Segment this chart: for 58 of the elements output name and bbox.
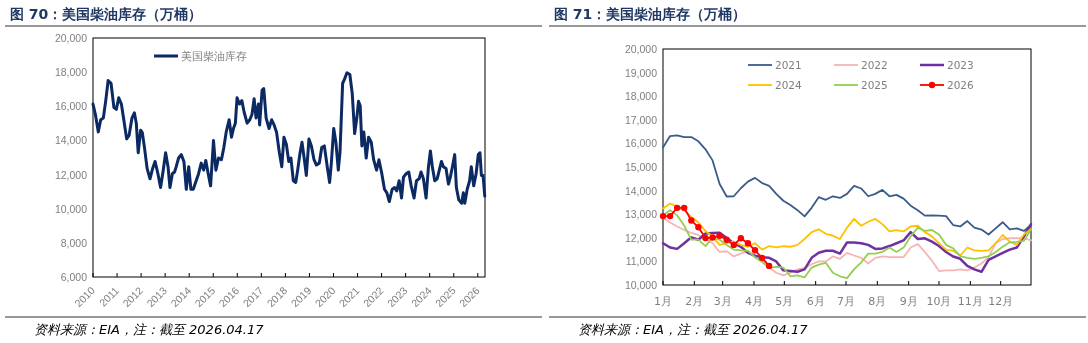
y-tick-label: 13,000: [624, 208, 658, 221]
point: [681, 204, 688, 212]
legend-label: 2021: [775, 59, 802, 71]
legend-label: 2022: [861, 59, 888, 71]
legend-label: 美国柴油库存: [181, 50, 247, 62]
y-tick-label: 16,000: [54, 100, 88, 113]
x-tick-label: 5月: [775, 295, 794, 308]
x-tick-label: 4月: [744, 295, 763, 308]
point: [673, 204, 681, 212]
y-tick-label: 16,000: [624, 137, 658, 150]
point: [758, 254, 766, 262]
x-tick-label: 2月: [685, 295, 704, 308]
y-tick-label: 18,000: [54, 66, 88, 79]
y-tick-label: 20,000: [54, 32, 88, 44]
x-tick-label: 1月: [654, 295, 672, 308]
legend-label: 2026: [947, 79, 975, 91]
x-tick-label: 8月: [868, 295, 887, 308]
point: [688, 217, 695, 224]
y-tick-label: 20,000: [624, 43, 658, 55]
point: [709, 234, 716, 241]
y-tick-label: 19,000: [624, 66, 658, 79]
chart-title: 图 71：美国柴油库存（万桶）: [554, 6, 747, 22]
point: [659, 212, 667, 220]
y-tick-label: 8,000: [60, 236, 88, 249]
x-tick-label: 6月: [806, 295, 825, 308]
point: [737, 235, 745, 242]
chart-title: 图 70：美国柴油库存（万桶）: [10, 6, 203, 22]
point: [716, 232, 723, 239]
x-tick-label: 9月: [899, 295, 918, 308]
legend-label: 2024: [775, 79, 803, 91]
y-tick-label: 11,000: [625, 255, 658, 268]
x-tick-label: 11月: [957, 295, 983, 308]
x-tick-label: 7月: [836, 295, 855, 308]
text: 资料来源：EIA，注：截至 2026.04.17: [578, 322, 809, 337]
point: [744, 240, 752, 247]
y-tick-label: 17,000: [624, 113, 658, 126]
y-tick-label: 10,000: [624, 279, 658, 291]
point: [730, 241, 737, 249]
y-tick-label: 12,000: [624, 231, 658, 244]
y-tick-label: 14,000: [54, 134, 88, 147]
x-tick-label: 12月: [988, 295, 1014, 308]
y-tick-label: 12,000: [54, 168, 88, 181]
y-tick-label: 15,000: [624, 161, 658, 173]
point: [751, 247, 759, 254]
y-tick-label: 18,000: [624, 90, 658, 103]
legend-label: 2025: [861, 79, 888, 91]
point: [723, 236, 730, 243]
x-tick-label: 3月: [713, 295, 732, 308]
point: [765, 262, 773, 270]
legend-label: 2023: [947, 59, 974, 71]
point: [695, 223, 702, 231]
point: [666, 212, 674, 220]
y-tick-label: 10,000: [54, 202, 88, 215]
y-tick-label: 6,000: [60, 271, 88, 283]
text: 资料来源：EIA，注：截至 2026.04.17: [34, 322, 265, 337]
y-tick-label: 14,000: [624, 184, 658, 197]
point: [702, 234, 709, 242]
x-tick-label: 10月: [926, 295, 952, 308]
